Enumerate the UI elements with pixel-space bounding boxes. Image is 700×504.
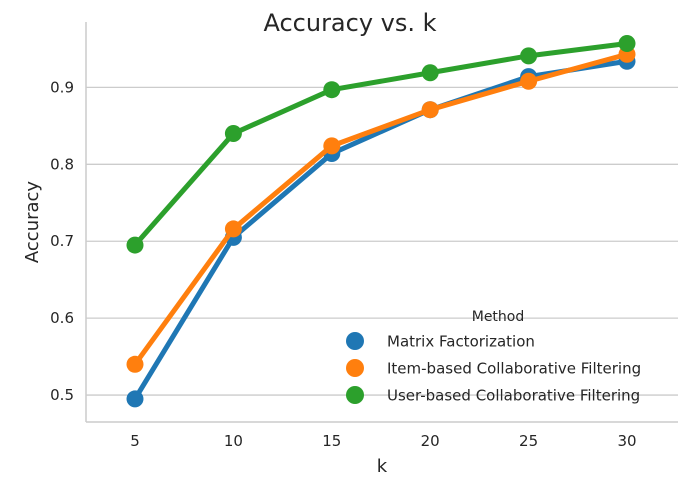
y-tick-label: 0.7 (50, 232, 74, 250)
data-point (323, 137, 341, 155)
data-point (520, 72, 538, 90)
x-tick-label: 25 (519, 432, 538, 450)
legend-marker (346, 332, 364, 350)
legend-label: Matrix Factorization (387, 333, 535, 351)
x-tick-label: 30 (617, 432, 636, 450)
data-point (126, 355, 144, 373)
series-line (132, 41, 630, 248)
data-point (126, 390, 144, 408)
y-tick-label: 0.9 (50, 78, 74, 96)
series-line (132, 58, 630, 402)
chart-title: Accuracy vs. k (263, 9, 436, 37)
y-tick-label: 0.5 (50, 386, 74, 404)
y-axis-label: Accuracy (22, 181, 43, 264)
legend-label: User-based Collaborative Filtering (387, 387, 640, 405)
x-tick-label: 10 (224, 432, 243, 450)
data-point (618, 35, 636, 53)
x-tick-label: 20 (421, 432, 440, 450)
series-2 (126, 35, 636, 254)
data-point (323, 81, 341, 99)
y-tick-label: 0.8 (50, 155, 74, 173)
data-point (224, 220, 242, 238)
legend-marker (346, 359, 364, 377)
x-axis-label: k (377, 456, 388, 477)
data-point (421, 101, 439, 119)
legend-title: Method (472, 309, 525, 325)
data-point (126, 236, 144, 254)
y-tick-label: 0.6 (50, 309, 74, 327)
data-point (520, 47, 538, 65)
series-line (132, 51, 630, 367)
legend: Method Matrix Factorization Item-based Co… (346, 309, 641, 405)
tick-labels: 0.5 0.6 0.7 0.8 0.9 5 10 15 20 25 30 (50, 78, 636, 450)
axes (85, 22, 678, 423)
data-point (421, 64, 439, 82)
x-tick-label: 15 (322, 432, 341, 450)
legend-label: Item-based Collaborative Filtering (387, 360, 641, 378)
legend-marker (346, 386, 364, 404)
x-tick-label: 5 (130, 432, 140, 450)
data-point (224, 125, 242, 143)
series-0 (126, 52, 636, 408)
series-1 (126, 45, 636, 373)
series (126, 35, 636, 408)
